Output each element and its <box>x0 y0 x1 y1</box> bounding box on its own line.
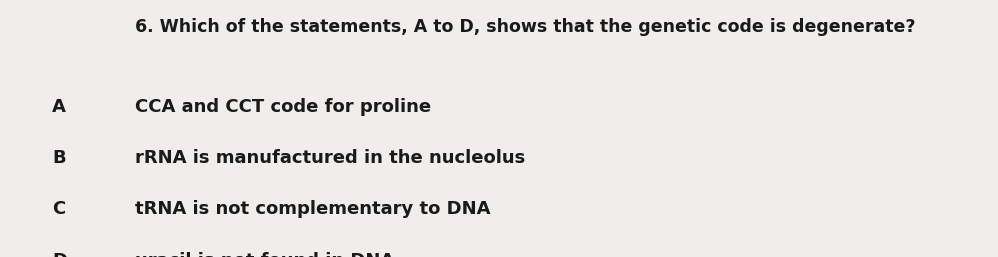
Text: C: C <box>52 200 65 218</box>
Text: tRNA is not complementary to DNA: tRNA is not complementary to DNA <box>135 200 490 218</box>
Text: uracil is not found in DNA: uracil is not found in DNA <box>135 252 394 257</box>
Text: CCA and CCT code for proline: CCA and CCT code for proline <box>135 98 431 116</box>
Text: D: D <box>52 252 67 257</box>
Text: B: B <box>52 149 66 167</box>
Text: 6. Which of the statements, A to D, shows that the genetic code is degenerate?: 6. Which of the statements, A to D, show… <box>135 18 915 36</box>
Text: rRNA is manufactured in the nucleolus: rRNA is manufactured in the nucleolus <box>135 149 525 167</box>
Text: A: A <box>52 98 66 116</box>
